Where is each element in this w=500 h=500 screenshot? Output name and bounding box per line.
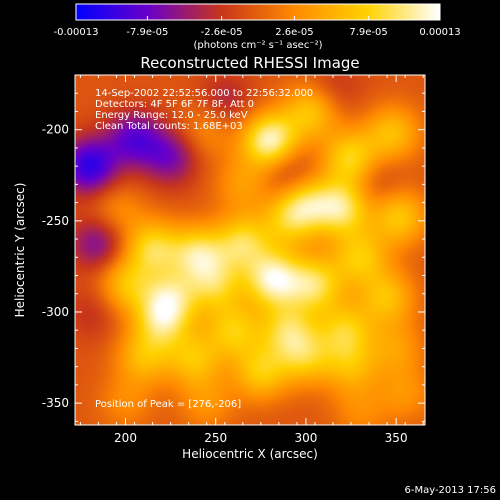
colorbar-gradient xyxy=(76,4,440,20)
colorbar-tick-label: 2.6e-05 xyxy=(275,27,313,38)
heatmap-area xyxy=(75,75,425,425)
annotation-line: Clean Total counts: 1.68E+03 xyxy=(95,121,243,132)
heatmap-image xyxy=(75,75,425,425)
annotation-line: Detectors: 4F 5F 6F 7F 8F, Att 0 xyxy=(95,99,254,110)
annotation-line: Energy Range: 12.0 - 25.0 keV xyxy=(95,110,248,121)
x-tick-label: 350 xyxy=(385,431,408,445)
x-tick-label: 200 xyxy=(114,431,137,445)
colorbar-tick-label: 7.9e-05 xyxy=(349,27,387,38)
colorbar-tick-label: -7.9e-05 xyxy=(126,27,168,38)
colorbar-tick-label: -0.00013 xyxy=(54,27,99,38)
colorbar-frame xyxy=(75,3,441,21)
y-tick-label: -200 xyxy=(42,123,69,137)
annotation-line: 14-Sep-2002 22:52:56.000 to 22:56:32.000 xyxy=(95,88,313,99)
colorbar-tick-label: 0.00013 xyxy=(419,27,460,38)
timestamp-footer: 6-May-2013 17:56 xyxy=(404,485,496,496)
colorbar-unit-label: (photons cm⁻² s⁻¹ asec⁻²) xyxy=(193,40,322,51)
y-tick-label: -300 xyxy=(42,305,69,319)
x-tick-label: 300 xyxy=(294,431,317,445)
y-tick-label: -250 xyxy=(42,214,69,228)
colorbar-tick-label: -2.6e-05 xyxy=(201,27,243,38)
axis-ticks: 200 250 300 350 -200 -250 -300 -350 xyxy=(42,74,425,445)
y-axis-label: Heliocentric Y (arcsec) xyxy=(13,183,27,318)
y-tick-label: -350 xyxy=(42,396,69,410)
peak-position-label: Position of Peak = [276,-206] xyxy=(95,399,241,410)
colorbar-ticks: -0.00013 -7.9e-05 -2.6e-05 2.6e-05 7.9e-05 0.… xyxy=(54,16,461,38)
plot-title: Reconstructed RHESSI Image xyxy=(140,54,359,72)
plot-frame xyxy=(74,74,426,426)
annotation-block: 14-Sep-2002 22:52:56.000 to 22:56:32.000… xyxy=(95,88,313,132)
x-axis-label: Heliocentric X (arcsec) xyxy=(182,447,318,461)
colorbar: -0.00013 -7.9e-05 -2.6e-05 2.6e-05 7.9e-05 0.… xyxy=(54,3,461,51)
x-tick-label: 250 xyxy=(204,431,227,445)
